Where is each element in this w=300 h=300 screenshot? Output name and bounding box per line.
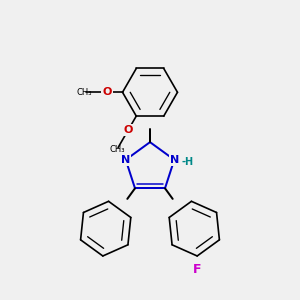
Text: CH₃: CH₃ xyxy=(110,145,125,154)
Text: O: O xyxy=(102,87,112,97)
Text: N: N xyxy=(169,155,179,165)
Text: N: N xyxy=(121,155,130,165)
Text: O: O xyxy=(124,125,133,135)
Text: -H: -H xyxy=(182,157,194,167)
Text: F: F xyxy=(193,263,201,276)
Text: CH₃: CH₃ xyxy=(76,88,92,97)
